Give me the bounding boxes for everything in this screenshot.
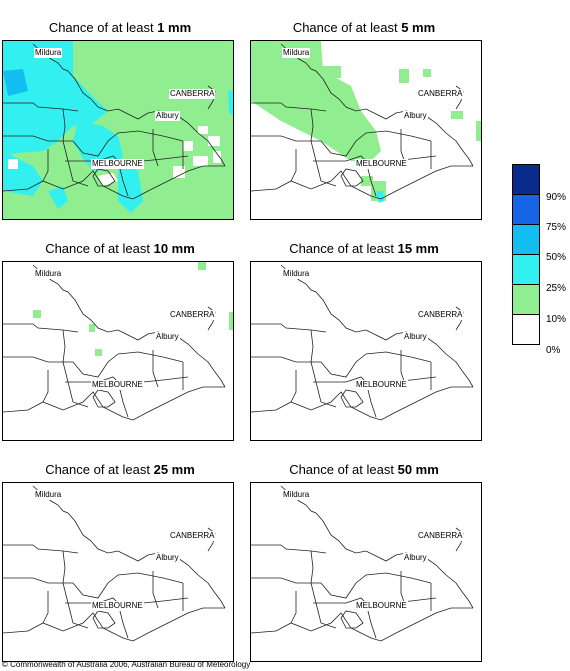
probability-fill	[3, 41, 233, 219]
legend-swatch-90	[512, 164, 540, 195]
city-label-mildura: Mildura	[34, 48, 63, 58]
city-label-mildura: Mildura	[282, 490, 311, 500]
state-borders	[3, 485, 226, 642]
city-label-melbourne: MELBOURNE	[355, 380, 408, 390]
city-label-albury: Albury	[403, 111, 428, 121]
map-panel-15mm: Mildura CANBERRA Albury MELBOURNE	[250, 261, 482, 441]
legend-swatch-75	[512, 194, 540, 225]
legend-swatch-10	[512, 284, 540, 315]
city-label-canberra: CANBERRA	[417, 89, 464, 99]
city-label-albury: Albury	[403, 553, 428, 563]
city-label-canberra: CANBERRA	[169, 310, 216, 320]
legend-swatch-25	[512, 254, 540, 285]
map-panel-5mm: Mildura CANBERRA Albury MELBOURNE	[250, 40, 482, 220]
probability-fill	[33, 262, 233, 356]
legend-label-10: 10%	[546, 314, 567, 325]
city-label-albury: Albury	[155, 332, 180, 342]
city-label-mildura: Mildura	[34, 269, 63, 279]
state-borders	[251, 264, 474, 421]
city-label-canberra: CANBERRA	[417, 531, 464, 541]
legend-label-90: 90%	[546, 192, 567, 203]
city-label-mildura: Mildura	[282, 269, 311, 279]
panel-title-1mm: Chance of at least 1 mm	[48, 20, 192, 35]
probability-fill	[251, 41, 481, 203]
city-label-canberra: CANBERRA	[417, 310, 464, 320]
city-label-melbourne: MELBOURNE	[91, 159, 144, 169]
map-panel-50mm: Mildura CANBERRA Albury MELBOURNE	[250, 482, 482, 662]
state-borders	[251, 485, 474, 642]
map-panel-1mm: Mildura CANBERRA Albury MELBOURNE	[2, 40, 234, 220]
panel-title-10mm: Chance of at least 10 mm	[45, 241, 195, 256]
map-drawing	[3, 262, 233, 421]
city-label-albury: Albury	[403, 332, 428, 342]
city-label-canberra: CANBERRA	[169, 89, 216, 99]
city-label-melbourne: MELBOURNE	[355, 159, 408, 169]
city-label-mildura: Mildura	[282, 48, 311, 58]
map-drawing	[251, 485, 474, 642]
panel-title-25mm: Chance of at least 25 mm	[45, 462, 195, 477]
legend-label-0: 0%	[546, 345, 561, 356]
legend-swatch-50	[512, 224, 540, 255]
panel-title-15mm: Chance of at least 15 mm	[289, 241, 439, 256]
map-drawing	[251, 41, 481, 203]
city-label-albury: Albury	[155, 553, 180, 563]
city-label-albury: Albury	[155, 111, 180, 121]
legend-label-50: 50%	[546, 252, 567, 263]
state-borders	[3, 264, 226, 421]
city-label-melbourne: MELBOURNE	[355, 601, 408, 611]
legend-label-25: 25%	[546, 283, 567, 294]
legend-label-75: 75%	[546, 222, 567, 233]
city-label-canberra: CANBERRA	[169, 531, 216, 541]
city-label-melbourne: MELBOURNE	[91, 601, 144, 611]
probability-legend: 90% 75% 50% 25% 10% 0%	[512, 164, 566, 356]
city-label-mildura: Mildura	[34, 490, 63, 500]
panel-title-50mm: Chance of at least 50 mm	[289, 462, 439, 477]
map-drawing	[3, 41, 233, 219]
map-panel-10mm: Mildura CANBERRA Albury MELBOURNE	[2, 261, 234, 441]
map-drawing	[251, 264, 474, 421]
map-drawing	[3, 485, 226, 642]
copyright-notice: © Commonwealth of Australia 2006, Austra…	[2, 660, 251, 669]
panel-title-5mm: Chance of at least 5 mm	[292, 20, 436, 35]
map-panel-25mm: Mildura CANBERRA Albury MELBOURNE	[2, 482, 234, 662]
city-label-melbourne: MELBOURNE	[91, 380, 144, 390]
legend-swatch-0	[512, 314, 540, 345]
